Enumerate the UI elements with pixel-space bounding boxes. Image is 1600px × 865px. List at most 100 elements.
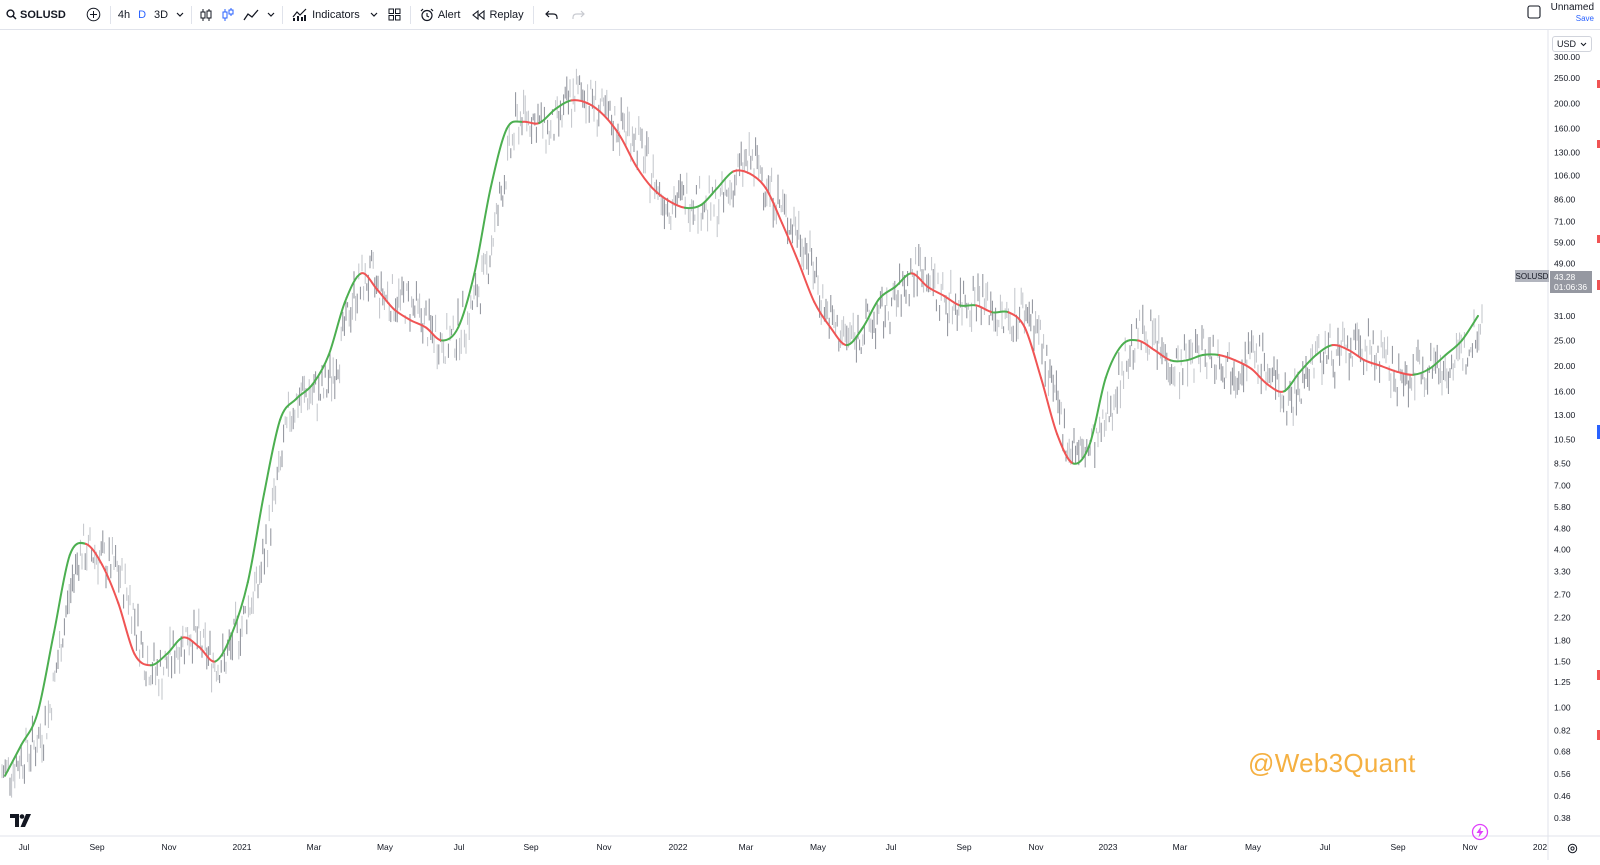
bar-style-button[interactable]	[195, 0, 217, 30]
trend-segment-down	[975, 304, 994, 314]
interval-3d[interactable]: 3D	[150, 0, 172, 30]
redo-button[interactable]	[566, 0, 591, 30]
indicators-dropdown[interactable]	[366, 0, 382, 30]
price-tick-label: 1.80	[1554, 636, 1571, 646]
trend-segment-up	[214, 633, 233, 663]
trend-segment-down	[813, 301, 832, 329]
trend-segment-up	[1412, 367, 1431, 376]
trend-segment-up	[4, 744, 23, 777]
undo-icon	[544, 10, 558, 20]
trend-segment-up	[1201, 353, 1220, 356]
trend-segment-down	[619, 135, 638, 168]
time-tick-label: Nov	[1028, 842, 1044, 852]
trend-segment-down	[376, 288, 395, 310]
alert-button[interactable]: Alert	[414, 0, 467, 30]
trend-segment-up	[473, 187, 492, 275]
trend-segment-down	[1266, 383, 1285, 393]
price-chart[interactable]: 300.00 250.00 200.00 160.00 130.00 106.00 86.0…	[0, 30, 1600, 860]
trend-segment-up	[52, 554, 71, 636]
trend-segment-up	[263, 418, 282, 496]
trend-segment-down	[926, 285, 945, 297]
price-tick-label: 106.00	[1554, 171, 1580, 181]
trend-segment-down	[1396, 370, 1415, 376]
interval-d[interactable]: D	[134, 0, 150, 30]
chevron-down-icon	[176, 12, 184, 18]
trend-segment-down	[1250, 367, 1269, 386]
time-tick-label: May	[810, 842, 827, 852]
time-tick-label: Sep	[523, 842, 538, 852]
trend-segment-down	[1007, 311, 1026, 329]
search-icon	[6, 9, 17, 20]
price-scale[interactable]: 300.00 250.00 200.00 160.00 130.00 106.00 86.0…	[1554, 52, 1580, 823]
price-bars	[1, 68, 1483, 798]
alarm-clock-icon	[420, 8, 434, 22]
trend-segment-up	[279, 397, 298, 421]
countdown-label: 01:06:36	[1554, 282, 1587, 292]
time-scale[interactable]: Jul Sep Nov 2021 Mar May Jul Sep Nov 2022 Mar May Ju…	[19, 842, 1548, 852]
trend-segment-down	[198, 646, 217, 663]
trend-segment-down	[635, 165, 654, 190]
trend-segment-up	[1298, 354, 1318, 373]
toolbar-divider	[409, 5, 411, 24]
price-tick-label: 3.30	[1554, 566, 1571, 576]
alert-label: Alert	[437, 8, 461, 21]
last-price-label: 43.28	[1554, 272, 1576, 282]
time-tick-label: Nov	[1462, 842, 1478, 852]
price-tick-label: 0.56	[1554, 769, 1571, 779]
layout-name: Unnamed	[1550, 2, 1594, 13]
chevron-down-icon	[267, 12, 275, 18]
trend-segment-down	[182, 636, 201, 649]
select-checkbox-icon[interactable]	[1527, 4, 1541, 22]
trend-segment-up	[878, 285, 897, 300]
trend-segment-up	[1444, 339, 1463, 356]
indicators-button[interactable]: Indicators	[286, 0, 366, 30]
trend-segment-down	[522, 120, 541, 125]
price-tick-label: 59.00	[1554, 238, 1576, 248]
undo-button[interactable]	[537, 0, 566, 30]
interval-label: 4h	[117, 8, 131, 21]
symbol-tag-label: SOLUSD	[1516, 272, 1549, 281]
gear-icon[interactable]	[1567, 841, 1578, 859]
trend-segment-up	[538, 108, 557, 125]
trend-segment-down	[133, 653, 152, 667]
compare-symbol-button[interactable]	[80, 0, 107, 30]
replay-button[interactable]: Replay	[466, 0, 529, 30]
edge-mark	[1597, 425, 1600, 439]
layout-name-button[interactable]: Unnamed Save	[1551, 2, 1594, 24]
trend-segment-down	[586, 102, 605, 117]
trend-segment-up	[1282, 370, 1301, 393]
trend-segment-up	[861, 297, 881, 329]
price-tick-label: 0.68	[1554, 747, 1571, 757]
price-tick-label: 5.80	[1554, 502, 1571, 512]
time-tick-label: 2021	[233, 842, 252, 852]
trend-segment-up	[1185, 354, 1204, 362]
trend-segment-down	[910, 272, 929, 288]
line-chart-button[interactable]	[239, 0, 263, 30]
trend-segment-down	[1023, 326, 1042, 379]
chart-pane[interactable]: 300.00 250.00 200.00 160.00 130.00 106.00 86.0…	[0, 30, 1600, 860]
time-tick-label: Jul	[454, 842, 465, 852]
edge-mark	[1597, 730, 1600, 740]
trend-segment-down	[1331, 343, 1350, 351]
interval-4h[interactable]: 4h	[114, 0, 134, 30]
price-tick-label: 10.50	[1554, 434, 1576, 444]
chart-type-dropdown[interactable]	[263, 0, 279, 30]
line-chart-icon	[243, 9, 259, 21]
symbol-search[interactable]: SOLUSD	[0, 0, 72, 30]
time-tick-label: May	[1245, 842, 1262, 852]
layouts-button[interactable]	[382, 0, 407, 30]
heikin-ashi-button[interactable]	[217, 0, 239, 30]
candles-icon	[199, 8, 213, 22]
currency-selector[interactable]: USD	[1552, 36, 1592, 52]
price-tick-label: 0.38	[1554, 813, 1571, 823]
toolbar-divider	[191, 5, 193, 24]
tradingview-logo-icon[interactable]	[10, 814, 32, 832]
edge-mark	[1597, 80, 1600, 88]
price-tick-label: 49.00	[1554, 259, 1576, 269]
lightning-icon[interactable]	[1471, 823, 1489, 846]
interval-dropdown[interactable]	[172, 0, 188, 30]
price-tick-label: 8.50	[1554, 459, 1571, 469]
trend-segment-up	[246, 493, 265, 584]
trend-segment-up	[165, 636, 185, 655]
trend-segment-up	[845, 326, 864, 347]
